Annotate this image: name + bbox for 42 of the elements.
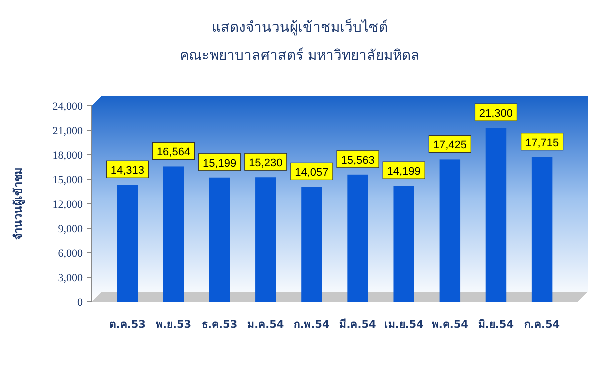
bar bbox=[394, 186, 414, 302]
x-tick-label: ม.ค.54 bbox=[248, 319, 284, 331]
data-label: 14,313 bbox=[110, 165, 145, 178]
x-tick-label: มี.ค.54 bbox=[340, 318, 376, 331]
data-label: 21,300 bbox=[479, 108, 514, 120]
x-tick-label: ก.พ.54 bbox=[294, 319, 330, 331]
y-tick-label: 18,000 bbox=[52, 150, 84, 162]
x-tick-label: ก.ค.54 bbox=[524, 319, 560, 331]
data-label: 15,563 bbox=[341, 154, 375, 167]
x-tick-label: เม.ย.54 bbox=[384, 319, 424, 331]
chart-subtitle: คณะพยาบาลศาสตร์ มหาวิทยาลัยมหิดล bbox=[180, 47, 420, 64]
bar bbox=[440, 160, 461, 302]
data-label: 14,057 bbox=[295, 167, 329, 180]
bar bbox=[532, 157, 553, 302]
y-tick-label: 15,000 bbox=[52, 174, 84, 186]
bar bbox=[486, 128, 507, 302]
data-label: 17,715 bbox=[525, 137, 560, 150]
data-label: 17,425 bbox=[433, 140, 467, 152]
x-tick-label: ธ.ค.53 bbox=[202, 319, 238, 331]
y-tick-label: 21,000 bbox=[52, 126, 84, 138]
bar bbox=[348, 174, 368, 302]
x-tick-label: มิ.ย.54 bbox=[478, 319, 514, 331]
bar bbox=[163, 166, 184, 302]
x-tick-label: พ.ค.54 bbox=[432, 319, 468, 331]
x-tick-label: พ.ย.53 bbox=[156, 319, 192, 331]
data-label: 15,230 bbox=[249, 158, 283, 170]
data-label: 15,199 bbox=[203, 158, 237, 170]
y-tick-label: 6,000 bbox=[58, 248, 84, 260]
x-tick-label: ต.ค.53 bbox=[109, 319, 146, 331]
y-tick-label: 24,000 bbox=[52, 101, 84, 113]
y-tick-label: 3,000 bbox=[58, 272, 84, 284]
y-axis-title: จำนวนผู้เข้าชม bbox=[12, 168, 26, 240]
y-tick-label: 12,000 bbox=[52, 199, 84, 211]
bar bbox=[302, 187, 322, 302]
bar bbox=[117, 185, 138, 302]
chart-title: แสดงจำนวนผู้เข้าชมเว็บไซต์ bbox=[212, 18, 388, 36]
bar bbox=[256, 178, 276, 302]
y-tick-label: 9,000 bbox=[58, 224, 84, 236]
bar bbox=[209, 178, 230, 302]
data-label: 16,564 bbox=[156, 146, 191, 159]
y-tick-label: 0 bbox=[78, 297, 84, 309]
data-label: 14,199 bbox=[387, 166, 421, 178]
